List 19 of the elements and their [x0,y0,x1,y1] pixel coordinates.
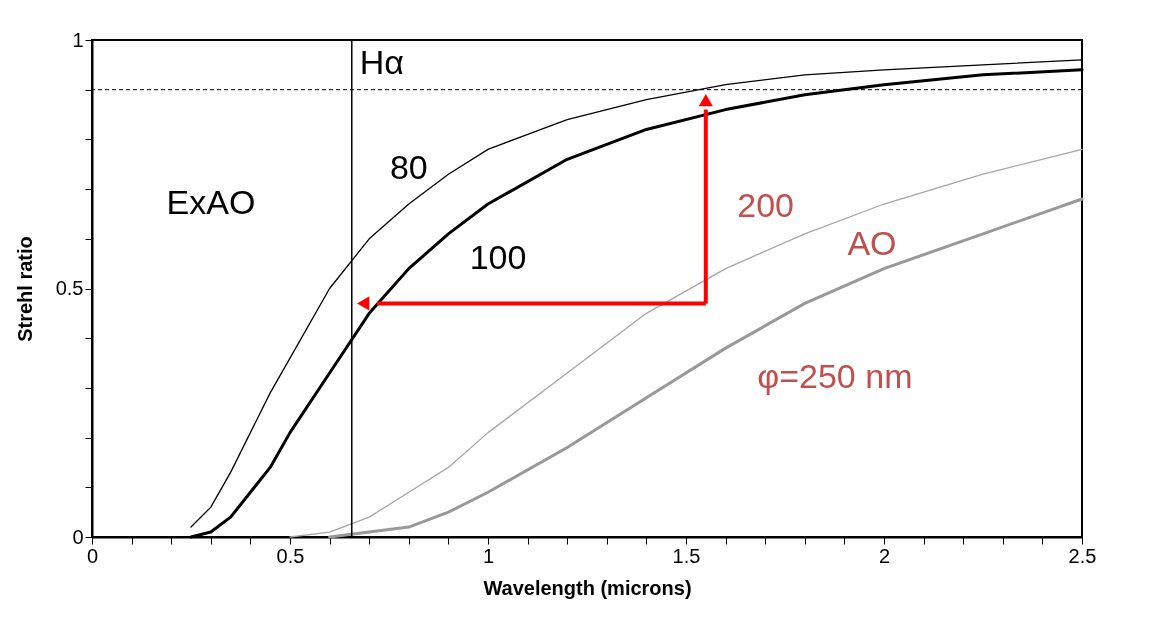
ref-line-label: Hα [359,43,404,81]
series-label: 200 [737,185,794,224]
x-tick-label: 1.5 [672,544,701,567]
line-series [289,148,1083,538]
x-tick-label: 2.5 [1068,544,1097,567]
series-label: φ=250 nm [757,357,913,396]
series-label: 80 [389,148,428,187]
annotation: ExAO [166,183,256,221]
x-tick-label: 2 [878,544,891,567]
series-label: 100 [469,238,527,277]
x-axis-title: Wavelength (microns) [483,576,692,599]
y-tick-label: 0 [72,525,84,548]
annotation: AO [847,224,897,262]
x-tick-label: 0.5 [276,544,305,567]
x-tick-label: 0 [86,544,99,567]
y-tick-label: 0.5 [55,277,84,299]
y-tick-label: 1 [72,28,84,51]
x-tick-label: 1 [482,544,495,567]
y-axis-title: Strehl ratio [13,236,36,342]
